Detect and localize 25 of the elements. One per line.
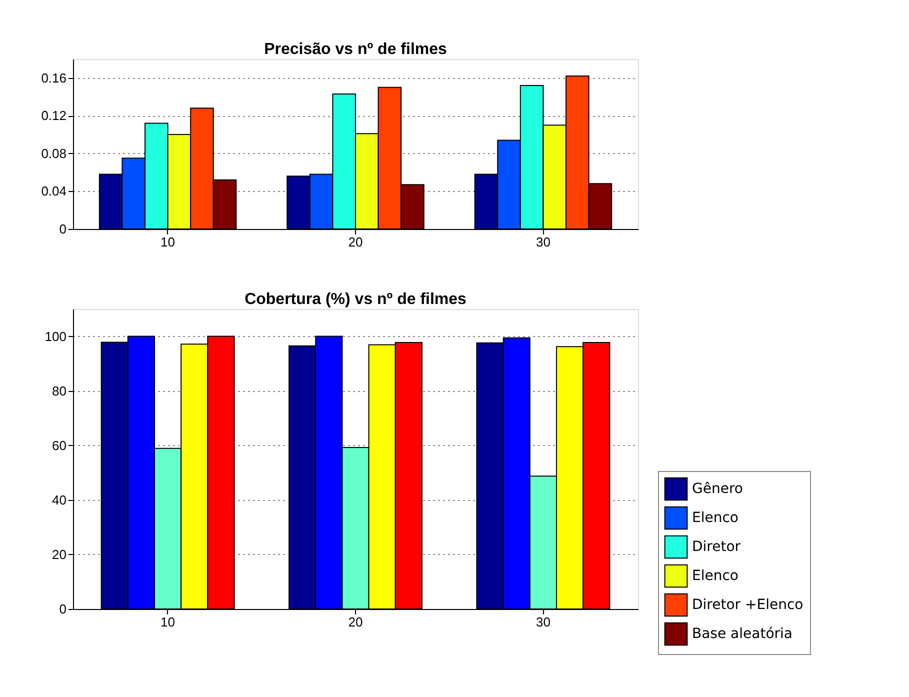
legend-label: Elenco	[692, 568, 738, 584]
x-tick-label: 10	[160, 614, 176, 630]
legend-label: Gênero	[692, 481, 743, 497]
legend-label: Diretor	[692, 539, 741, 555]
x-tick-label: 10	[160, 234, 176, 250]
y-tick-label: 60	[52, 438, 66, 453]
legend-label: Base aleatória	[692, 626, 792, 642]
y-tick-label: 0.04	[41, 184, 66, 199]
x-tick-label: 20	[348, 234, 363, 250]
x-tick-label: 20	[348, 614, 363, 630]
x-tick-label: 30	[536, 234, 550, 250]
legend-label: Elenco	[692, 510, 738, 526]
y-tick-label: 80	[52, 383, 66, 398]
y-tick-label: 20	[52, 546, 66, 562]
y-tick-label: 40	[52, 492, 66, 508]
y-tick-label: 0.12	[41, 108, 66, 124]
x-tick-label: 30	[536, 614, 550, 630]
chart-title: Cobertura (%) vs nº de filmes	[244, 291, 467, 308]
y-tick-label: 0.16	[41, 70, 66, 86]
y-tick-label: 0	[59, 602, 66, 616]
y-tick-label: 0	[59, 222, 66, 236]
y-tick-label: 0.08	[41, 146, 66, 161]
y-tick-label: 100	[44, 328, 66, 344]
legend-label: Diretor +Elenco	[692, 597, 804, 613]
chart-title: Precisão vs nº de filmes	[264, 41, 448, 58]
